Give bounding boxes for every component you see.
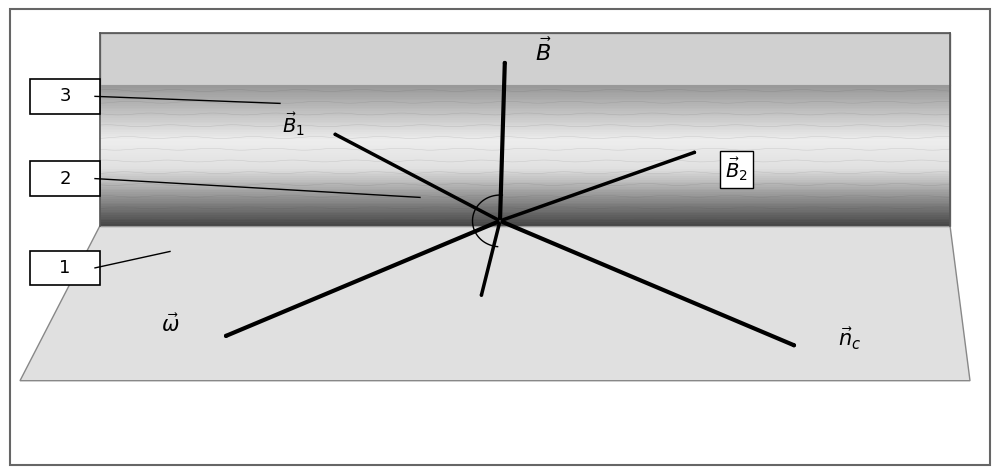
Polygon shape — [100, 208, 950, 210]
Polygon shape — [100, 215, 950, 217]
Polygon shape — [100, 174, 950, 176]
Text: 2: 2 — [59, 170, 71, 188]
Polygon shape — [100, 162, 950, 164]
Polygon shape — [100, 94, 950, 95]
Polygon shape — [100, 201, 950, 203]
Polygon shape — [100, 86, 950, 88]
FancyBboxPatch shape — [30, 79, 100, 114]
Polygon shape — [100, 197, 950, 199]
Polygon shape — [100, 185, 950, 187]
Polygon shape — [100, 88, 950, 90]
Polygon shape — [100, 204, 950, 206]
FancyBboxPatch shape — [30, 161, 100, 196]
Polygon shape — [100, 117, 950, 118]
Polygon shape — [100, 90, 950, 92]
Polygon shape — [100, 203, 950, 204]
FancyArrowPatch shape — [335, 134, 498, 219]
Polygon shape — [100, 178, 950, 180]
Polygon shape — [100, 159, 950, 160]
FancyBboxPatch shape — [30, 251, 100, 285]
Polygon shape — [100, 104, 950, 106]
Polygon shape — [100, 127, 950, 129]
Polygon shape — [100, 124, 950, 125]
Polygon shape — [100, 180, 950, 181]
FancyArrowPatch shape — [503, 222, 794, 345]
Polygon shape — [100, 132, 950, 134]
Polygon shape — [100, 220, 950, 222]
Polygon shape — [100, 139, 950, 141]
Polygon shape — [100, 113, 950, 115]
Polygon shape — [100, 134, 950, 136]
FancyArrowPatch shape — [226, 222, 497, 336]
Polygon shape — [100, 148, 950, 150]
Text: $\vec{\omega}$: $\vec{\omega}$ — [161, 313, 179, 336]
Polygon shape — [100, 102, 950, 104]
Polygon shape — [100, 136, 950, 137]
Text: $\vec{B}$: $\vec{B}$ — [535, 38, 552, 65]
Polygon shape — [100, 181, 950, 183]
Polygon shape — [100, 187, 950, 188]
Polygon shape — [100, 169, 950, 171]
Polygon shape — [100, 212, 950, 213]
Polygon shape — [100, 115, 950, 117]
Polygon shape — [100, 108, 950, 110]
Polygon shape — [100, 224, 950, 226]
Polygon shape — [100, 196, 950, 197]
Text: $\vec{B}_2$: $\vec{B}_2$ — [725, 156, 748, 183]
Polygon shape — [100, 183, 950, 185]
Polygon shape — [100, 129, 950, 130]
Polygon shape — [100, 95, 950, 97]
Polygon shape — [100, 199, 950, 201]
Polygon shape — [100, 146, 950, 148]
Text: 1: 1 — [59, 259, 71, 277]
FancyArrowPatch shape — [481, 224, 499, 295]
FancyArrowPatch shape — [500, 63, 505, 218]
Polygon shape — [100, 167, 950, 169]
Polygon shape — [100, 176, 950, 178]
Polygon shape — [100, 194, 950, 196]
Polygon shape — [100, 130, 950, 132]
Polygon shape — [20, 226, 970, 381]
Polygon shape — [100, 101, 950, 102]
Polygon shape — [100, 151, 950, 153]
Polygon shape — [100, 160, 950, 162]
Polygon shape — [100, 190, 950, 192]
Polygon shape — [100, 206, 950, 208]
Polygon shape — [100, 137, 950, 139]
Polygon shape — [100, 217, 950, 219]
Text: $\vec{B}_1$: $\vec{B}_1$ — [282, 111, 305, 138]
Polygon shape — [100, 157, 950, 159]
Polygon shape — [100, 33, 950, 226]
Polygon shape — [100, 222, 950, 224]
Polygon shape — [100, 153, 950, 155]
Polygon shape — [100, 213, 950, 215]
Polygon shape — [100, 155, 950, 157]
Polygon shape — [100, 97, 950, 99]
Polygon shape — [100, 122, 950, 124]
Polygon shape — [100, 192, 950, 194]
Polygon shape — [100, 85, 950, 86]
Text: 3: 3 — [59, 87, 71, 105]
Polygon shape — [100, 188, 950, 190]
Polygon shape — [100, 92, 950, 94]
Polygon shape — [100, 110, 950, 111]
Text: $\vec{n}_c$: $\vec{n}_c$ — [838, 325, 862, 352]
Polygon shape — [100, 164, 950, 166]
Polygon shape — [100, 173, 950, 174]
Polygon shape — [100, 171, 950, 173]
Polygon shape — [100, 143, 950, 145]
Polygon shape — [100, 111, 950, 113]
Polygon shape — [100, 125, 950, 127]
Polygon shape — [100, 145, 950, 146]
Polygon shape — [100, 120, 950, 122]
Polygon shape — [100, 219, 950, 220]
Polygon shape — [100, 118, 950, 120]
Polygon shape — [100, 150, 950, 151]
Polygon shape — [100, 141, 950, 143]
Polygon shape — [100, 99, 950, 101]
Polygon shape — [100, 166, 950, 167]
Polygon shape — [100, 106, 950, 108]
FancyArrowPatch shape — [503, 152, 694, 220]
Polygon shape — [100, 210, 950, 212]
